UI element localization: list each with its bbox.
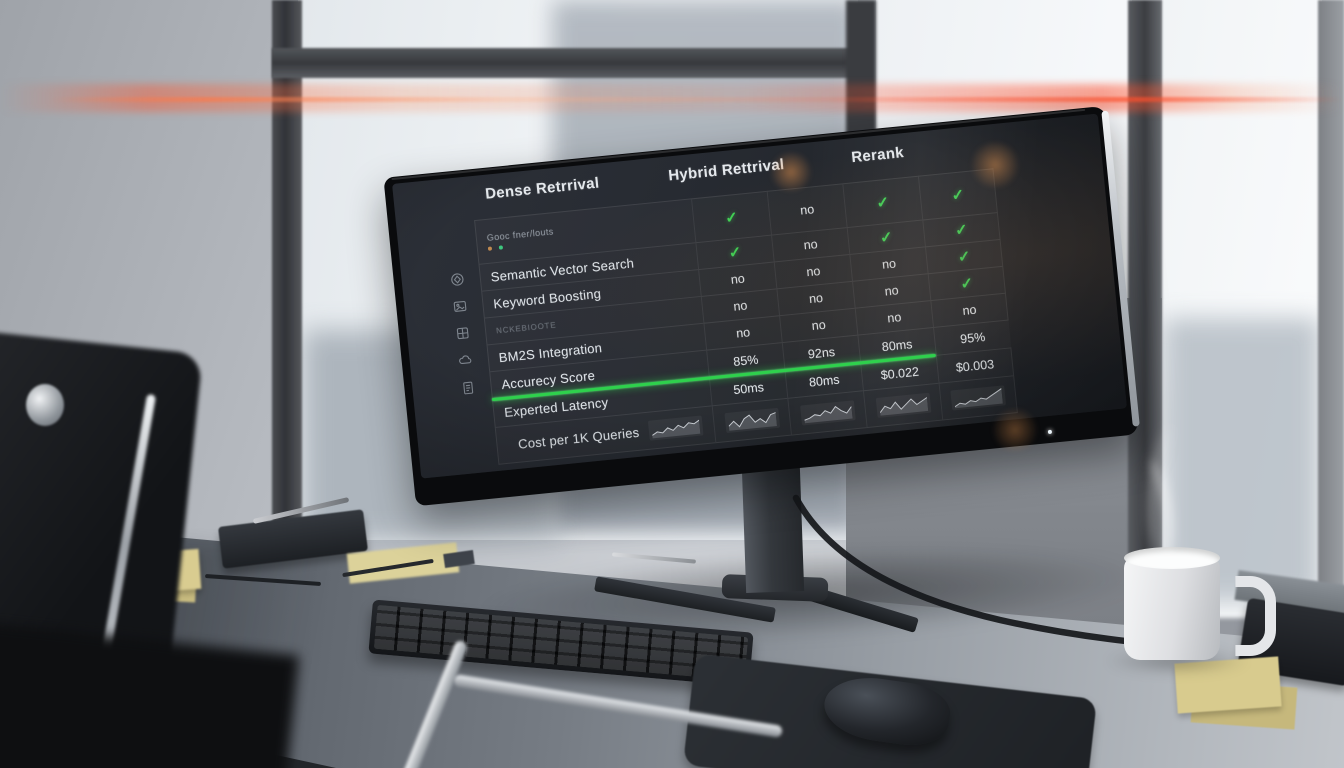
- bokeh-light: [968, 142, 1022, 188]
- coffee-mug-rim: [1124, 547, 1220, 569]
- table-row: Semantic Vector Search✓no✓✓: [433, 212, 1001, 295]
- table-row: NCKEBIOOTEnonono✓: [438, 265, 1006, 349]
- table-row: Keyword Boostingnonono✓: [435, 238, 1004, 322]
- compass-icon: [433, 264, 481, 295]
- sparkline-chart: [787, 390, 867, 436]
- cloud-icon: [441, 344, 489, 375]
- power-led: [1047, 429, 1053, 435]
- sparkline-chart: [711, 397, 792, 444]
- table-row: BM2S Integrationnononono: [441, 292, 1009, 376]
- table-row: Accurecy Score85%92ns80ms95%: [443, 319, 1012, 404]
- sparkline-chart: [862, 382, 943, 429]
- feature-label: Cost per 1K Queries: [494, 405, 716, 465]
- coffee-mug-handle: [1235, 576, 1276, 656]
- image-icon: [435, 291, 483, 322]
- document-icon: [443, 371, 492, 403]
- sparkline-chart: [648, 415, 704, 441]
- monitor-screen: Dense Retrrival Hybrid Rettrival Rerank …: [392, 113, 1127, 479]
- window-frame: [272, 48, 858, 78]
- comparison-table: Gooc fner/louts✓no✓✓Semantic Vector Sear…: [428, 168, 1018, 469]
- bokeh-light: [990, 408, 1040, 452]
- office-chair-frame: [26, 384, 64, 426]
- sparkline-chart: [938, 375, 1018, 421]
- lens-flare: [50, 97, 1344, 102]
- coffee-mug: [1124, 556, 1220, 660]
- window-frame: [1128, 0, 1162, 650]
- bokeh-light: [768, 152, 814, 192]
- ultrawide-monitor: Dense Retrrival Hybrid Rettrival Rerank …: [383, 105, 1140, 507]
- window-frame: [272, 0, 302, 560]
- grid-icon: [438, 318, 486, 349]
- table-row: Cost per 1K Queries: [449, 375, 1018, 469]
